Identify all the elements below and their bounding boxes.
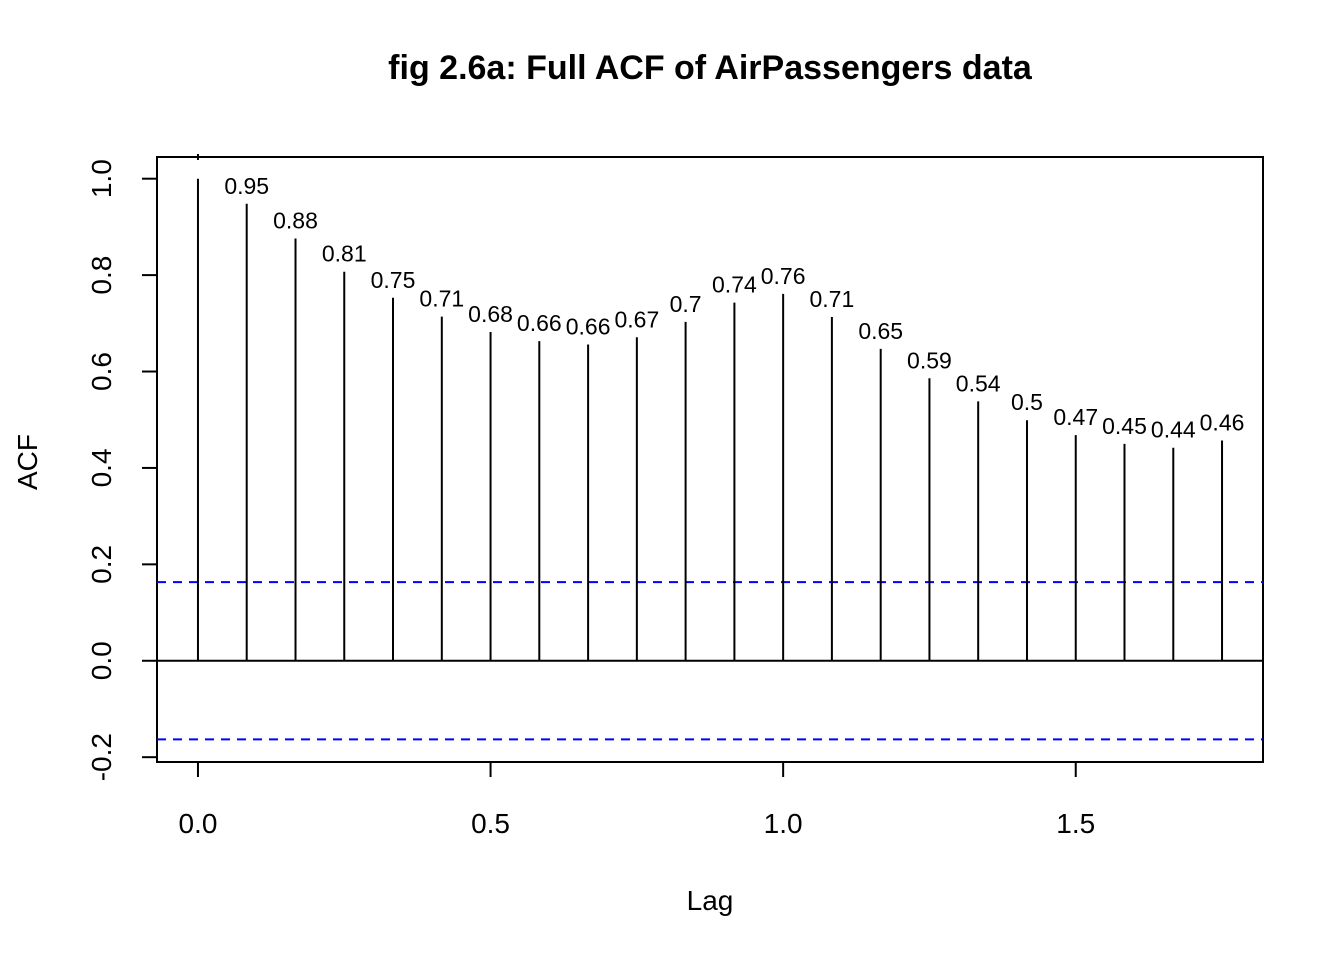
acf-value-label: 0.95: [224, 173, 269, 199]
acf-value-label: 0.68: [468, 301, 513, 327]
y-axis: -0.2 0.0 0.2 0.4 0.6 0.8 1.0: [86, 159, 158, 781]
x-tick-label: 0.0: [178, 808, 217, 839]
acf-value-label: 0.47: [1053, 404, 1098, 430]
confidence-bounds: [157, 581, 1263, 741]
y-tick-label: 0.8: [86, 256, 117, 295]
acf-value-label: 0.74: [712, 272, 757, 298]
acf-value-label: 0.81: [322, 241, 367, 267]
acf-value-label: 0.66: [517, 310, 562, 336]
x-axis-label: Lag: [687, 885, 734, 916]
y-axis-label: ACF: [12, 434, 43, 490]
y-tick-label: 0.6: [86, 352, 117, 391]
y-tick-label: 1.0: [86, 159, 117, 198]
acf-value-label: 0.65: [858, 318, 903, 344]
y-tick-label: 0.4: [86, 448, 117, 487]
y-tick-label: -0.2: [86, 733, 117, 781]
y-tick-label: 0.0: [86, 641, 117, 680]
chart-title: fig 2.6a: Full ACF of AirPassengers data: [388, 49, 1033, 87]
acf-value-labels: 0.950.880.810.750.710.68 0.66 0.66 0.670.70…: [196, 154, 1245, 443]
x-axis: 0.0 0.5 1.0 1.5: [178, 761, 1095, 839]
acf-value-label: 0.59: [907, 347, 952, 373]
y-tick-label: 0.2: [86, 545, 117, 584]
acf-value-label: 0.44: [1151, 417, 1196, 443]
acf-value-label: 0.75: [371, 267, 416, 293]
acf-value-label: 0.7: [670, 291, 702, 317]
acf-bars: [196, 178, 1224, 661]
x-tick-label: 1.5: [1056, 808, 1095, 839]
acf-value-label: 0.71: [810, 286, 855, 312]
x-tick-label: 0.5: [471, 808, 510, 839]
acf-value-label: 0.66: [566, 314, 611, 340]
acf-value-label: 0.54: [956, 370, 1001, 396]
acf-value-label: 0.67: [614, 306, 659, 332]
acf-value-label: 0.88: [273, 207, 318, 233]
x-tick-label: 1.0: [764, 808, 803, 839]
acf-value-label: 0.45: [1102, 413, 1147, 439]
acf-value-label: 0.5: [1011, 389, 1043, 415]
acf-value-label: 0.71: [419, 286, 464, 312]
acf-value-label: 0.76: [761, 263, 806, 289]
acf-value-label: 0.46: [1200, 409, 1245, 435]
